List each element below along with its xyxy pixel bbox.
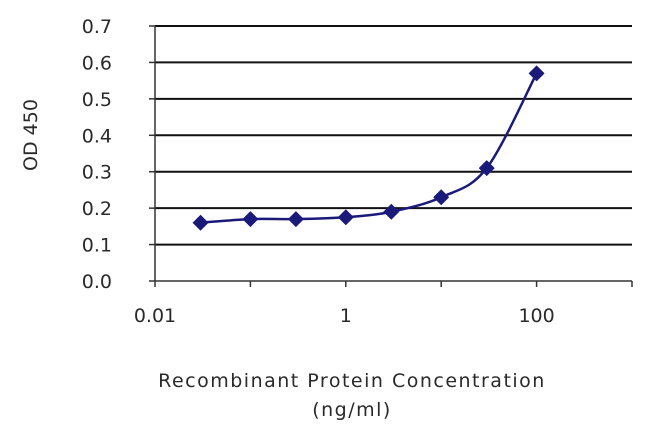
data-point bbox=[528, 65, 545, 82]
data-point bbox=[337, 209, 354, 226]
data-point bbox=[478, 160, 495, 177]
x-tick-label: 1 bbox=[340, 305, 352, 327]
data-point bbox=[433, 189, 450, 206]
data-point bbox=[287, 211, 304, 228]
x-tick-label: 0.01 bbox=[134, 305, 176, 327]
y-tick-label: 0.0 bbox=[82, 271, 112, 293]
data-point bbox=[192, 214, 209, 231]
grid-lines bbox=[155, 25, 632, 246]
y-tick-label: 0.7 bbox=[82, 16, 112, 38]
y-tick-label: 0.4 bbox=[82, 125, 112, 147]
y-tick-labels: 0.0 0.1 0.2 0.3 0.4 0.5 0.6 0.7 bbox=[82, 16, 112, 293]
x-axis-label: Recombinant Protein Concentration bbox=[158, 370, 546, 392]
x-tick-labels: 0.01 1 100 bbox=[134, 305, 555, 327]
x-tick-label: 100 bbox=[518, 305, 554, 327]
data-point bbox=[242, 211, 259, 228]
data-point bbox=[383, 203, 400, 220]
y-axis-label: OD 450 bbox=[20, 99, 42, 171]
y-tick-label: 0.3 bbox=[82, 162, 112, 184]
x-axis-unit: (ng/ml) bbox=[312, 399, 392, 421]
y-tick-label: 0.1 bbox=[82, 235, 112, 257]
y-tick-label: 0.2 bbox=[82, 198, 112, 220]
series bbox=[192, 65, 545, 231]
y-tick-label: 0.6 bbox=[82, 52, 112, 74]
axes bbox=[149, 25, 633, 287]
series-line bbox=[200, 72, 538, 224]
y-tick-label: 0.5 bbox=[82, 89, 112, 111]
